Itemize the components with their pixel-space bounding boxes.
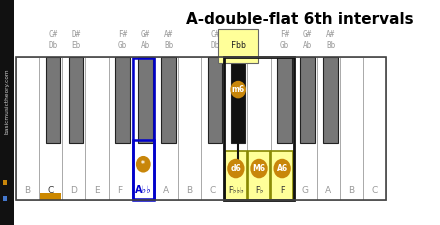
Text: Db: Db [210,41,220,50]
Bar [138,57,153,143]
Text: m6: m6 [231,85,245,94]
Bar [231,57,246,143]
Text: d6: d6 [231,164,241,173]
Text: C: C [48,186,54,195]
Text: F: F [117,186,123,195]
Bar [46,57,60,143]
Bar [155,57,178,200]
Bar [224,57,247,200]
Text: C: C [209,186,216,195]
Bar [201,57,224,200]
Text: G#: G# [141,30,150,39]
Bar [301,57,315,143]
Bar [85,57,109,200]
Bar [62,57,85,200]
Bar [225,151,246,200]
Ellipse shape [231,81,246,98]
Text: A#: A# [164,30,173,39]
Text: F#: F# [280,30,289,39]
Bar [248,151,270,200]
Bar [247,57,271,200]
Bar [178,57,201,200]
Text: M6: M6 [253,164,265,173]
Bar [317,57,340,200]
Text: *: * [141,160,145,169]
Text: F♭: F♭ [255,186,263,195]
Text: A6: A6 [277,164,288,173]
Text: Ab: Ab [141,41,150,50]
Ellipse shape [227,159,245,178]
Ellipse shape [274,159,291,178]
Text: basicmusictheory.com: basicmusictheory.com [4,68,10,134]
Bar [39,57,62,200]
Bar [132,58,154,199]
Text: D#: D# [72,30,81,39]
Ellipse shape [250,159,268,178]
Text: G: G [302,186,309,195]
Bar [69,57,84,143]
Bar [115,57,130,143]
Bar [16,57,386,200]
Text: Db: Db [48,41,58,50]
Text: A#: A# [326,30,335,39]
Text: A: A [163,186,169,195]
Text: B: B [25,186,31,195]
Bar [16,57,39,200]
Bar [271,151,293,200]
Bar [323,57,338,143]
Text: C#: C# [210,30,220,39]
Text: A-double-flat 6th intervals: A-double-flat 6th intervals [187,12,414,27]
Text: F#: F# [118,30,127,39]
Text: C: C [372,186,378,195]
Text: Ab: Ab [303,41,312,50]
Text: Fbb: Fbb [231,41,246,50]
Bar [363,57,386,200]
Bar [40,193,62,200]
Bar [161,57,176,143]
Bar [3,180,7,185]
Text: F♭♭♭: F♭♭♭ [228,186,244,195]
Text: A: A [326,186,331,195]
Bar [224,57,294,200]
Text: G#: G# [303,30,312,39]
Text: Bb: Bb [164,41,173,50]
Bar [294,57,317,200]
Bar [3,196,7,201]
Text: B: B [348,186,355,195]
Text: B: B [187,186,193,195]
Text: Bb: Bb [326,41,335,50]
Text: C#: C# [48,30,58,39]
Bar [0,0,14,225]
Text: F: F [280,186,284,195]
Bar [132,140,154,200]
Text: D: D [70,186,77,195]
Text: Gb: Gb [118,41,127,50]
Text: E: E [94,186,100,195]
Bar [109,57,132,200]
Text: Eb: Eb [72,41,81,50]
Bar [132,57,155,200]
Bar [277,57,292,143]
Bar [208,57,222,143]
Text: A♭♭: A♭♭ [135,185,152,195]
Bar [271,57,294,200]
Bar [340,57,363,200]
Ellipse shape [136,156,150,173]
Text: Gb: Gb [280,41,289,50]
